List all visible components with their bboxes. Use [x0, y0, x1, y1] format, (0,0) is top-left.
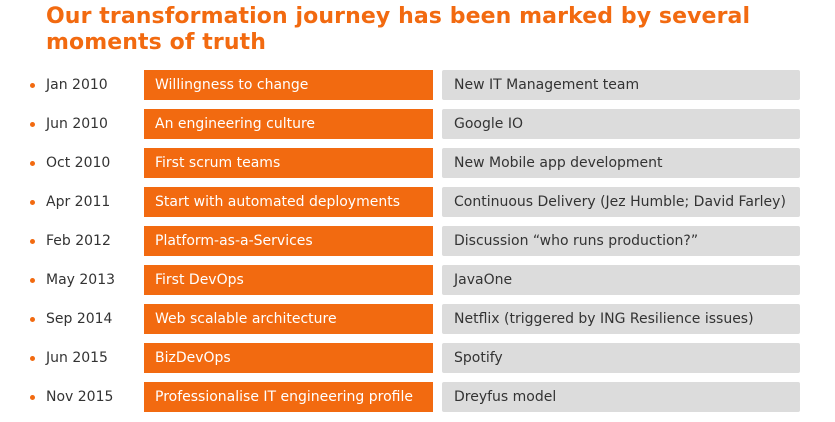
milestone-label: Professionalise IT engineering profile — [144, 382, 433, 412]
trigger-label: New IT Management team — [442, 70, 800, 100]
row-date: Sep 2014 — [46, 311, 113, 327]
trigger-label: JavaOne — [442, 265, 800, 295]
timeline-row: Nov 2015 Professionalise IT engineering … — [0, 382, 835, 412]
bullet-dot — [30, 395, 35, 400]
trigger-label: Continuous Delivery (Jez Humble; David F… — [442, 187, 800, 217]
timeline-row: Jan 2010 Willingness to change New IT Ma… — [0, 70, 835, 100]
trigger-label: Dreyfus model — [442, 382, 800, 412]
timeline-row: Jun 2015 BizDevOps Spotify — [0, 343, 835, 373]
row-date: May 2013 — [46, 272, 116, 288]
row-date: Jun 2010 — [46, 116, 108, 132]
bullet-dot — [30, 161, 35, 166]
timeline-row: Sep 2014 Web scalable architecture Netfl… — [0, 304, 835, 334]
milestone-label: Web scalable architecture — [144, 304, 433, 334]
bullet-dot — [30, 122, 35, 127]
milestone-label: An engineering culture — [144, 109, 433, 139]
milestone-label: Start with automated deployments — [144, 187, 433, 217]
row-date: Oct 2010 — [46, 155, 111, 171]
milestone-label: Willingness to change — [144, 70, 433, 100]
row-date: Jun 2015 — [46, 350, 108, 366]
bullet-dot — [30, 239, 35, 244]
bullet-dot — [30, 317, 35, 322]
trigger-label: New Mobile app development — [442, 148, 800, 178]
timeline-row: Apr 2011 Start with automated deployment… — [0, 187, 835, 217]
milestone-label: First scrum teams — [144, 148, 433, 178]
row-date: Jan 2010 — [46, 77, 108, 93]
timeline-row: Feb 2012 Platform-as-a-Services Discussi… — [0, 226, 835, 256]
milestone-label: Platform-as-a-Services — [144, 226, 433, 256]
milestone-label: First DevOps — [144, 265, 433, 295]
bullet-dot — [30, 83, 35, 88]
milestone-label: BizDevOps — [144, 343, 433, 373]
row-date: Feb 2012 — [46, 233, 111, 249]
timeline-row: Oct 2010 First scrum teams New Mobile ap… — [0, 148, 835, 178]
row-date: Apr 2011 — [46, 194, 111, 210]
trigger-label: Netflix (triggered by ING Resilience iss… — [442, 304, 800, 334]
bullet-dot — [30, 356, 35, 361]
bullet-dot — [30, 200, 35, 205]
trigger-label: Spotify — [442, 343, 800, 373]
timeline-row: Jun 2010 An engineering culture Google I… — [0, 109, 835, 139]
row-date: Nov 2015 — [46, 389, 114, 405]
trigger-label: Discussion “who runs production?” — [442, 226, 800, 256]
trigger-label: Google IO — [442, 109, 800, 139]
bullet-dot — [30, 278, 35, 283]
slide-title: Our transformation journey has been mark… — [46, 4, 751, 55]
timeline-row: May 2013 First DevOps JavaOne — [0, 265, 835, 295]
